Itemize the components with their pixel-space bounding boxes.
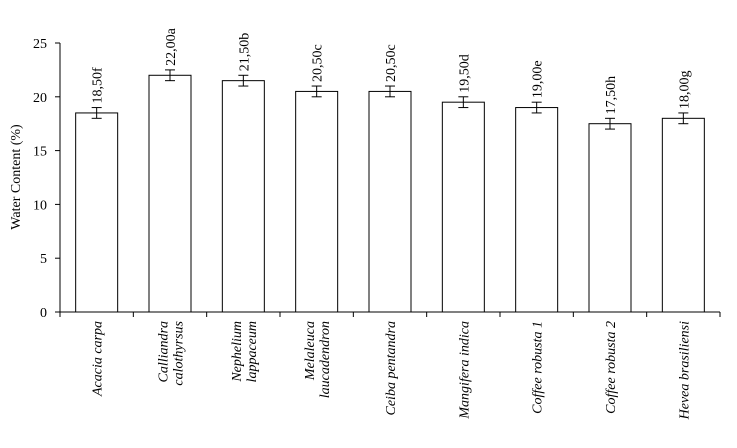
y-tick-label: 25 — [33, 37, 47, 52]
bar — [441, 101, 485, 313]
category-label: calothyrsus — [172, 320, 187, 385]
y-tick-label: 15 — [33, 145, 47, 160]
bar — [148, 74, 192, 313]
bar — [588, 123, 632, 313]
data-label: 18,00g — [677, 70, 692, 109]
y-tick-label: 20 — [33, 91, 47, 106]
category-label: Nephelium — [230, 321, 245, 383]
data-label: 21,50b — [237, 33, 252, 72]
category-label: Hevea brasiliensi — [677, 321, 692, 420]
data-label: 19,50d — [457, 54, 472, 93]
y-tick-label: 5 — [40, 252, 47, 267]
data-label: 20,50c — [384, 44, 399, 82]
category-label: Acacia carpa — [91, 321, 106, 397]
category-label: Mangifera indica — [457, 321, 472, 420]
data-label: 17,50h — [604, 76, 619, 115]
category-label: Coffee robusta 2 — [604, 321, 619, 414]
bars: 18,50f 22,00a 21,50b 20,50c 20,50c 19,50d 19,0… — [75, 27, 705, 313]
data-label: 18,50f — [91, 67, 106, 104]
category-label: laucadendron — [318, 321, 333, 398]
category-label: Melaleuca — [303, 321, 318, 381]
category-label: Ceiba pentandra — [384, 321, 399, 416]
y-tick-label: 0 — [40, 306, 47, 321]
bar — [661, 117, 705, 313]
y-tick-label: 10 — [33, 198, 47, 213]
bar — [75, 112, 119, 313]
bar — [515, 107, 559, 313]
category-label: lappaceum — [245, 321, 260, 382]
bar — [368, 90, 412, 313]
bar — [295, 90, 339, 313]
bar — [221, 80, 265, 313]
data-label: 20,50c — [311, 44, 326, 82]
data-label: 19,00e — [531, 60, 546, 98]
x-axis: Acacia carpa Calliandra calothyrsus Nepheli… — [59, 311, 721, 420]
y-axis: 0 5 10 15 20 25 — [33, 37, 61, 321]
y-axis-title: Water Content (%) — [9, 124, 24, 230]
category-label: Coffee robusta 1 — [531, 321, 546, 414]
category-label: Calliandra — [157, 321, 172, 382]
data-label: 22,00a — [164, 27, 179, 66]
